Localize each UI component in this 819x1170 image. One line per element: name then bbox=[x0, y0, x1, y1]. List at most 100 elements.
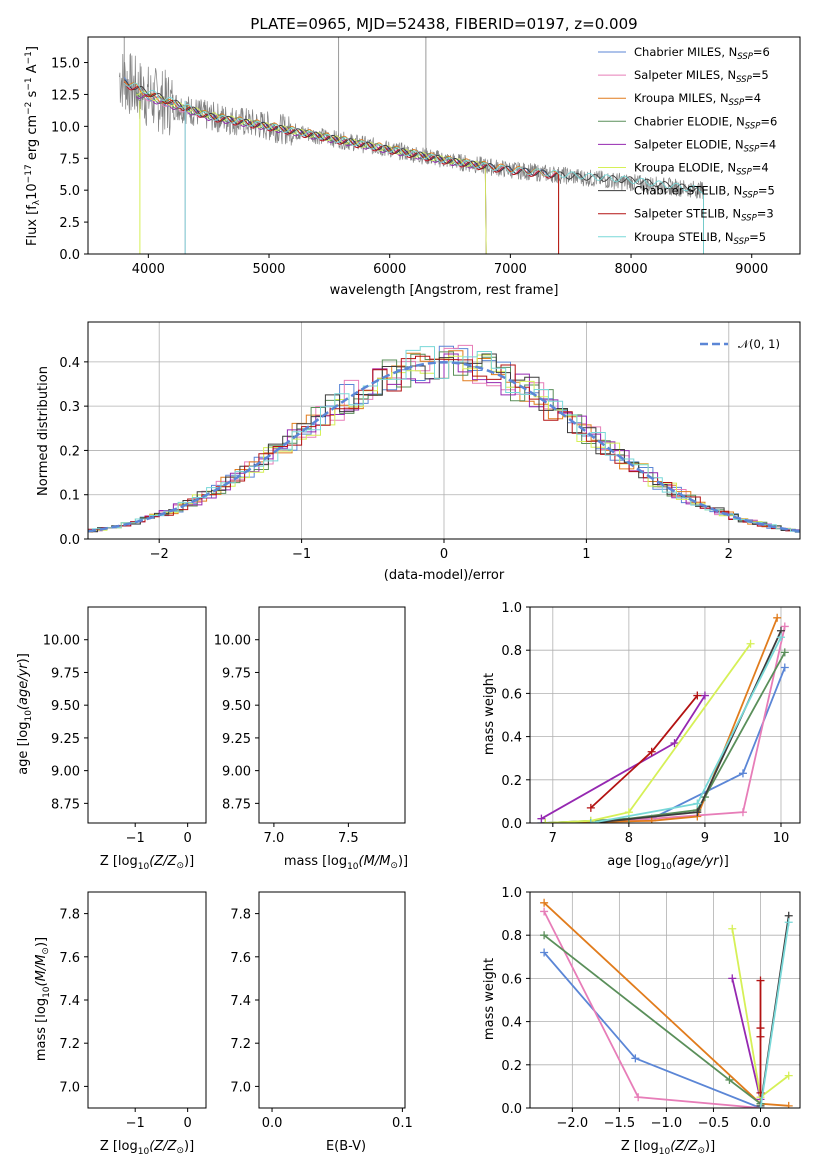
legend-val-0: =6 bbox=[753, 45, 770, 59]
res-xtick-label-2: 0 bbox=[440, 547, 448, 562]
spectrum-xtick-label-2: 6000 bbox=[373, 262, 406, 277]
p-wage-marker-5-0 bbox=[541, 819, 550, 823]
residuals-frame bbox=[87, 321, 801, 540]
age-vs-metallicity-panel: −1 0 8.75 9.00 9.25 9.50 9.75 10.00 bbox=[43, 606, 207, 846]
legend-sub-2: SSP bbox=[729, 98, 745, 108]
p-wz-marker-5-0 bbox=[728, 924, 737, 933]
spectrum-xtick-label-4: 8000 bbox=[615, 262, 648, 277]
weight-z-xlabel: Z [log10(Z/Z⊙)] bbox=[621, 1139, 715, 1157]
p-wage-ytick-label-3: 0.6 bbox=[501, 687, 522, 702]
mass-z-ylabel: mass [log10(M/M⊙)] bbox=[34, 937, 52, 1061]
res-ytick-label-3: 0.3 bbox=[59, 400, 80, 415]
p-agemass-ytick-label-5: 10.00 bbox=[214, 634, 251, 649]
legend-sub-0: SSP bbox=[737, 52, 753, 62]
p-agez-ytick-label-4: 9.75 bbox=[51, 666, 80, 681]
p-massebv-ytick-label-0: 7.0 bbox=[230, 1080, 251, 1095]
p-wz-xtick-label-1: −1.5 bbox=[604, 1116, 636, 1131]
spectrum-xlabel: wavelength [Angstrom, rest frame] bbox=[330, 283, 559, 298]
p-agez-ytick-label-3: 9.50 bbox=[51, 699, 80, 714]
p-wz-marks bbox=[540, 898, 793, 1108]
p-wage-xtick-label-1: 8 bbox=[625, 831, 633, 846]
p-wage-ytick-label-4: 0.8 bbox=[501, 644, 522, 659]
spectrum-ytick-label-2: 5.0 bbox=[59, 184, 80, 199]
data-spectrum-line bbox=[119, 53, 704, 200]
age-z-xlabel: Z [log10(Z/Z⊙)] bbox=[100, 854, 194, 872]
weight-vs-age-panel: 7 8 9 10 0.0 0.2 0.4 0.6 0.8 1.0 bbox=[501, 601, 801, 846]
res-xtick-label-4: 2 bbox=[725, 547, 733, 562]
model-line-6 bbox=[123, 79, 704, 254]
legend-entry-5: Kroupa ELODIE, NSSP=4 bbox=[634, 161, 769, 178]
p-wz-ytick-label-1: 0.2 bbox=[501, 1059, 522, 1074]
spectrum-xtick-label-1: 5000 bbox=[252, 262, 285, 277]
p-wz-marker-4-0 bbox=[728, 974, 737, 983]
weight-age-xlabel: age [log10(age/yr)] bbox=[607, 854, 729, 872]
p-wage-marker-8-0 bbox=[586, 819, 595, 823]
spectrum-lines bbox=[119, 37, 704, 254]
spectrum-ytick-label-3: 7.5 bbox=[59, 152, 80, 167]
p-wz-marker-3-0 bbox=[540, 931, 549, 940]
res-xtick-label-3: 1 bbox=[582, 547, 590, 562]
legend-name-6: Chabrier STELIB, N bbox=[634, 184, 742, 198]
p-wage-marker-4-1 bbox=[670, 739, 679, 748]
legend-sub-5: SSP bbox=[736, 168, 752, 178]
legend-val-1: =5 bbox=[752, 68, 769, 82]
mass-ebv-xlabel: E(B-V) bbox=[326, 1139, 366, 1154]
p-massebv-ytick-label-3: 7.6 bbox=[230, 951, 251, 966]
spectrum-ylabel: Flux [fλ10−17 erg cm−2 s−1 A−1] bbox=[24, 46, 42, 246]
p-wz-marker-2-0 bbox=[540, 898, 549, 907]
residuals-ylabel: Normed distribution bbox=[36, 366, 51, 496]
legend-entry-6: Chabrier STELIB, NSSP=5 bbox=[634, 184, 775, 201]
p-wage-marker-2-3 bbox=[773, 613, 782, 622]
p-agemass-ytick-label-3: 9.50 bbox=[222, 699, 251, 714]
legend-val-3: =6 bbox=[760, 114, 777, 128]
p-wz-marker-8-0 bbox=[756, 1104, 765, 1108]
p-massz-xtick-label-1: 0 bbox=[184, 1116, 192, 1131]
p-wz-ytick-label-2: 0.4 bbox=[501, 1016, 522, 1031]
p-wz-marker-5-2 bbox=[784, 1071, 793, 1080]
p-wage-marker-7-1 bbox=[647, 747, 656, 756]
p-wage-marker-3-5 bbox=[780, 648, 789, 657]
p-wz-series-4 bbox=[731, 978, 762, 1100]
p-wage-ytick-label-0: 0.0 bbox=[501, 817, 522, 832]
p-agemass-xtick-label-1: 7.5 bbox=[338, 831, 359, 846]
p-wage-marker-0-2 bbox=[738, 769, 747, 778]
legend-entry-4: Salpeter ELODIE, NSSP=4 bbox=[634, 137, 776, 154]
p-wage-marker-1-1 bbox=[738, 808, 747, 817]
model-line-5 bbox=[136, 90, 487, 254]
mass-vs-ebv-panel: 0.0 0.1 7.0 7.2 7.4 7.6 7.8 bbox=[230, 891, 413, 1131]
residuals-panel: −2 −1 0 1 2 0.0 0.1 0.2 0.3 0.4 (data-model)/erro… bbox=[36, 321, 801, 583]
p-wage-xtick-label-0: 7 bbox=[549, 831, 557, 846]
spectrum-xtick-label-3: 7000 bbox=[494, 262, 527, 277]
p-wage-xtick-label-2: 9 bbox=[701, 831, 709, 846]
spectrum-xtick-label-5: 9000 bbox=[735, 262, 768, 277]
p-wage-marker-0-3 bbox=[780, 663, 789, 672]
residual-hist-7 bbox=[88, 355, 800, 533]
res-hists-clipped bbox=[88, 344, 800, 534]
legend-val-6: =5 bbox=[758, 184, 775, 198]
normal-curve bbox=[88, 361, 800, 533]
spectrum-lines-clipped bbox=[119, 37, 704, 254]
weight-age-ylabel: mass weight bbox=[482, 673, 497, 755]
p-wage-marker-7-0 bbox=[586, 803, 595, 812]
legend-val-4: =4 bbox=[759, 137, 776, 151]
p-wz-marker-1-0 bbox=[540, 907, 549, 916]
legend-sub-1: SSP bbox=[736, 75, 752, 85]
legend-sub-6: SSP bbox=[742, 191, 758, 201]
legend-name-2: Kroupa MILES, N bbox=[634, 91, 729, 105]
p-agez-xtick-label-1: 0 bbox=[184, 831, 192, 846]
p-massz-ytick-label-1: 7.2 bbox=[59, 1037, 80, 1052]
p-agemass-ytick-label-4: 9.75 bbox=[222, 666, 251, 681]
p-agemass-ytick-label-1: 9.00 bbox=[222, 765, 251, 780]
spectrum-panel: PLATE=0965, MJD=52438, FIBERID=0197, z=0… bbox=[24, 15, 801, 298]
spectrum-axes: 4000 5000 6000 7000 8000 9000 0.0 2.5 5.0 7.5 10.0… bbox=[51, 57, 768, 277]
p-wage-ytick-label-2: 0.4 bbox=[501, 731, 522, 746]
model-line-8 bbox=[123, 82, 704, 254]
p-agez-ytick-label-1: 9.00 bbox=[51, 765, 80, 780]
p-agez-ytick-label-5: 10.00 bbox=[43, 634, 80, 649]
legend-name-0: Chabrier MILES, N bbox=[634, 45, 737, 59]
res-ytick-label-2: 0.2 bbox=[59, 444, 80, 459]
p-wage-ytick-label-1: 0.2 bbox=[501, 774, 522, 789]
spectrum-title: PLATE=0965, MJD=52438, FIBERID=0197, z=0… bbox=[250, 15, 637, 33]
p-wage-marker-8-2 bbox=[776, 633, 785, 642]
